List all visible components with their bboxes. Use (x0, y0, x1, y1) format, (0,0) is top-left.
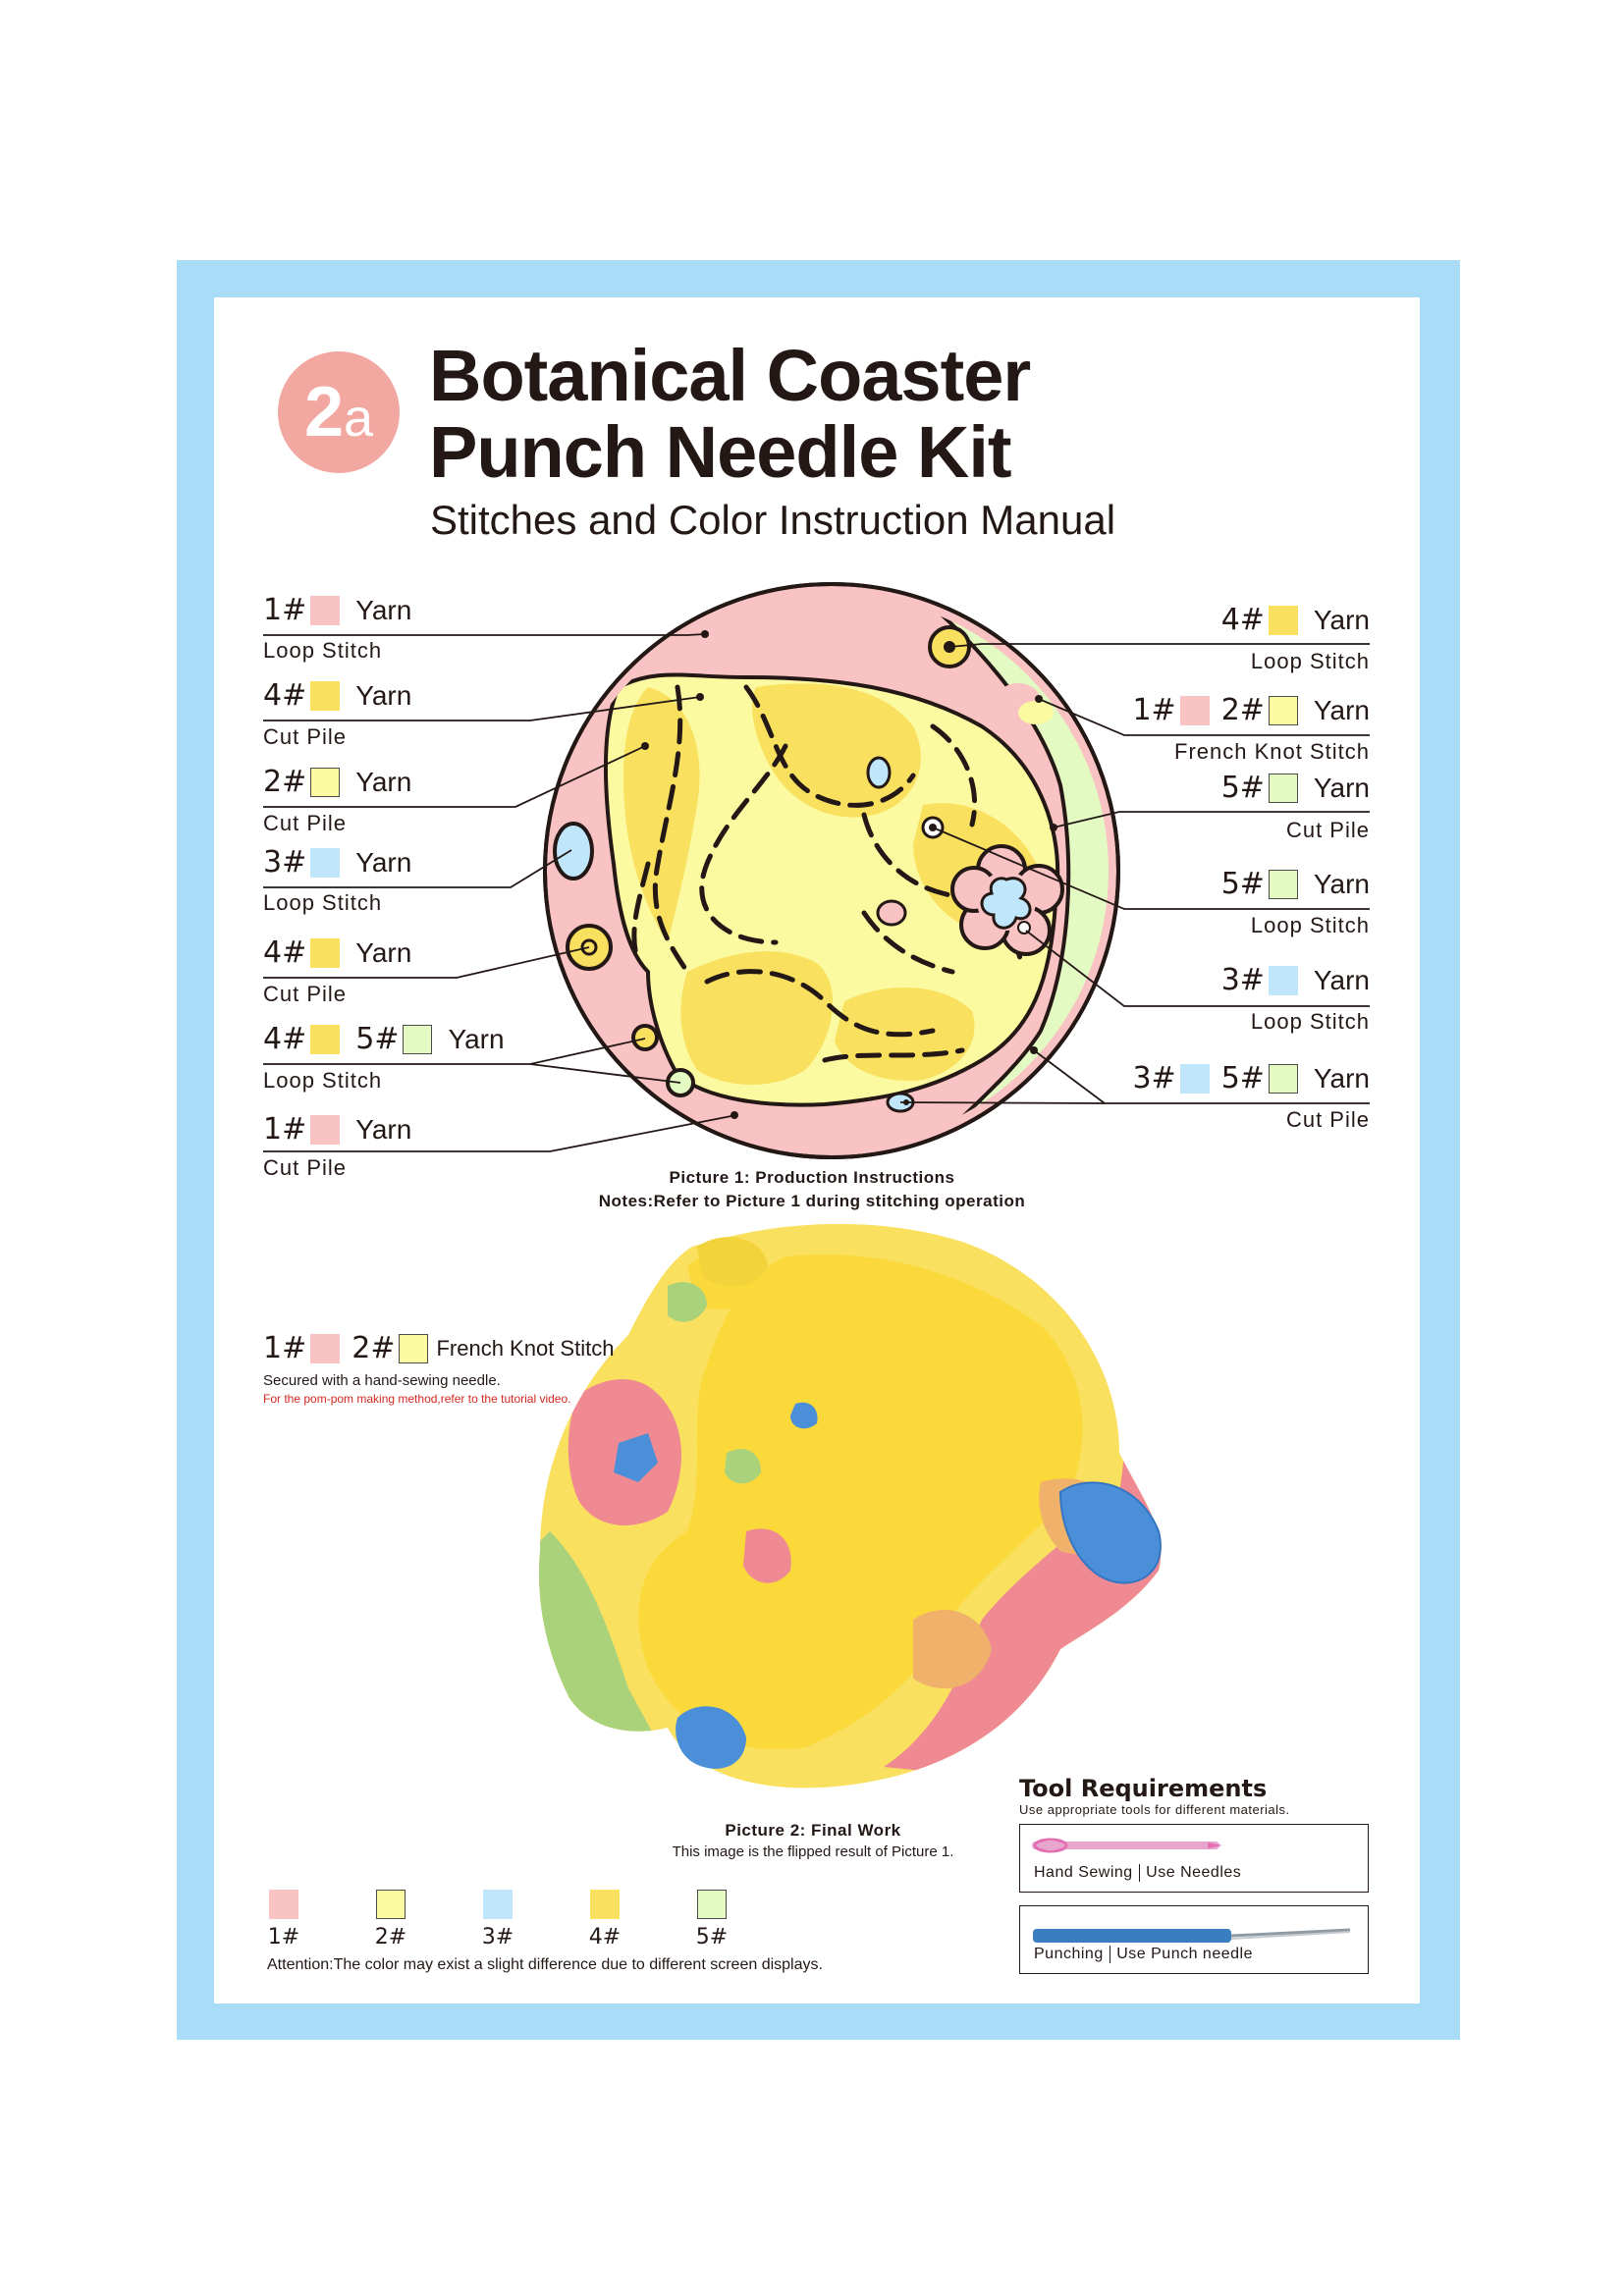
picture1-notes: Notes:Refer to Picture 1 during stitchin… (598, 1192, 1026, 1210)
punch-needle-icon (1033, 1928, 1351, 1943)
left-label-4: 3# Yarn (263, 845, 412, 880)
french-knot-secured: Secured with a hand-sewing needle. (263, 1372, 501, 1389)
tool-punching: Punching Use Punch needle (1019, 1905, 1369, 1974)
pompom-note: For the pom-pom making method,refer to t… (263, 1392, 571, 1406)
tool-requirements-subheading: Use appropriate tools for different mate… (1019, 1802, 1290, 1817)
tool-requirements-heading: Tool Requirements (1019, 1775, 1268, 1802)
left-label-6: 4# 5# Yarn (263, 1022, 505, 1056)
right-stitch-1: Loop Stitch (1250, 649, 1370, 673)
legend-color-1: 1# (264, 1890, 303, 1949)
picture1-caption: Picture 1: Production Instructions (669, 1168, 955, 1187)
right-stitch-4: Loop Stitch (1250, 913, 1370, 937)
sewing-needle-icon (1032, 1838, 1222, 1853)
attention-note: Attention:The color may exist a slight d… (267, 1956, 823, 1973)
right-label-1: 4# Yarn (1220, 603, 1370, 637)
french-knot-label: 1# 2# French Knot Stitch (263, 1331, 615, 1365)
right-stitch-3: Cut Pile (1285, 818, 1370, 842)
right-label-6: 3# 5# Yarn (1132, 1061, 1370, 1095)
picture2-note: This image is the flipped result of Pict… (672, 1843, 954, 1860)
left-stitch-2: Cut Pile (263, 724, 348, 749)
picture2-caption: Picture 2: Final Work (725, 1821, 901, 1840)
legend-color-2: 2# (371, 1890, 410, 1949)
left-stitch-3: Cut Pile (263, 811, 348, 835)
title-line-1: Botanical Coaster (429, 335, 1031, 416)
legend-color-3: 3# (478, 1890, 517, 1949)
right-label-3: 5# Yarn (1220, 771, 1370, 805)
kit-badge: 2a (278, 351, 400, 473)
right-label-4: 5# Yarn (1220, 867, 1370, 901)
title-line-2: Punch Needle Kit (429, 411, 1012, 493)
left-stitch-4: Loop Stitch (263, 890, 383, 915)
right-label-2: 1# 2# Yarn (1132, 693, 1370, 727)
right-stitch-6: Cut Pile (1285, 1107, 1370, 1132)
left-stitch-6: Loop Stitch (263, 1068, 383, 1093)
left-label-5: 4# Yarn (263, 935, 412, 970)
page-subtitle: Stitches and Color Instruction Manual (430, 497, 1116, 543)
legend-color-5: 5# (692, 1890, 731, 1949)
left-label-7: 1# Yarn (263, 1112, 412, 1147)
left-label-2: 4# Yarn (263, 678, 412, 713)
right-label-5: 3# Yarn (1220, 963, 1370, 997)
legend-color-4: 4# (585, 1890, 624, 1949)
left-label-1: 1# Yarn (263, 593, 412, 627)
right-stitch-5: Loop Stitch (1250, 1009, 1370, 1034)
left-stitch-5: Cut Pile (263, 982, 348, 1006)
left-stitch-1: Loop Stitch (263, 638, 383, 663)
tool-hand-sewing: Hand Sewing Use Needles (1019, 1824, 1369, 1893)
left-label-3: 2# Yarn (263, 765, 412, 799)
right-stitch-2: French Knot Stitch (1174, 739, 1370, 764)
left-stitch-7: Cut Pile (263, 1155, 348, 1180)
